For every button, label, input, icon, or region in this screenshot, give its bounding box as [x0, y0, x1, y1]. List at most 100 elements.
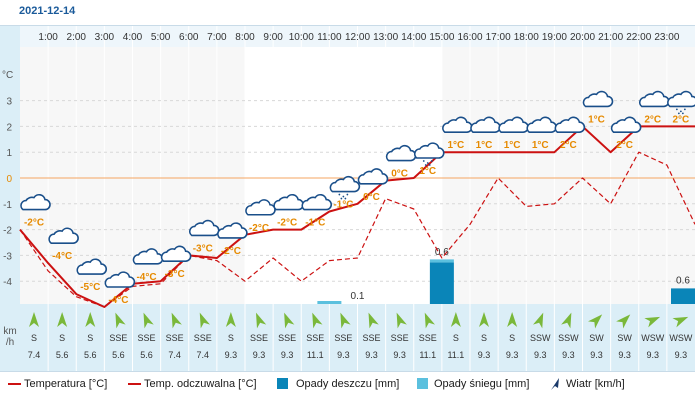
- temp-label: -3°C: [193, 243, 213, 254]
- wind-direction: WSW: [641, 333, 664, 343]
- temp-label: 2°C: [560, 140, 577, 151]
- wind-direction: S: [31, 333, 37, 343]
- wind-arrow-icon: [340, 312, 351, 329]
- legend-snow-swatch: [417, 378, 428, 389]
- hour-label: 15:00: [429, 32, 454, 43]
- temp-label: -4°C: [52, 251, 72, 262]
- wind-speed: 7.4: [28, 350, 41, 360]
- temp-label: 2°C: [672, 114, 689, 125]
- hour-label: 5:00: [151, 32, 171, 43]
- wind-speed: 11.1: [307, 350, 324, 360]
- hour-label: 11:00: [317, 32, 342, 43]
- wind-axis-unit: /h: [6, 337, 14, 348]
- hour-label: 22:00: [626, 32, 651, 43]
- hour-label: 14:00: [401, 32, 426, 43]
- hour-label: 13:00: [373, 32, 398, 43]
- wind-arrow-icon: [57, 312, 68, 327]
- y-tick-label: -1: [3, 200, 12, 211]
- hour-label: 6:00: [179, 32, 199, 43]
- wind-speed: 9.3: [478, 350, 491, 360]
- y-tick-label: 2: [6, 122, 12, 133]
- cloud-icon: [48, 227, 79, 244]
- wind-speed: 9.3: [253, 350, 266, 360]
- chart-legend: Temperatura [°C] Temp. odczuwalna [°C] O…: [0, 372, 695, 396]
- wind-speed: 7.4: [168, 350, 181, 360]
- wind-arrow-icon: [644, 316, 661, 328]
- y-tick-label: -2: [3, 226, 12, 237]
- cloud-icon: [76, 258, 107, 275]
- temp-label: -1°C: [305, 218, 325, 229]
- cloud-icon: [104, 271, 136, 288]
- wind-speed: 7.4: [196, 350, 209, 360]
- wind-speed: 9.3: [675, 350, 688, 360]
- wind-speed: 9.3: [225, 350, 238, 360]
- wind-arrow-icon: [396, 312, 407, 329]
- wind-arrow-icon: [29, 312, 39, 327]
- temp-label: -2°C: [24, 218, 44, 229]
- wind-speed: 9.3: [393, 350, 406, 360]
- wind-speed: 11.1: [419, 350, 436, 360]
- wind-axis-label: km: [3, 326, 16, 337]
- cloud-snow-icon: [667, 90, 695, 115]
- wind-direction: S: [453, 333, 459, 343]
- wind-speed: 5.6: [56, 350, 69, 360]
- legend-rain: Opady deszczu [mm]: [296, 378, 400, 390]
- wind-speed: 9.3: [562, 350, 575, 360]
- left-axis-panel: [0, 26, 20, 371]
- snow-bar: [429, 259, 454, 263]
- wind-arrow-icon: [424, 312, 436, 329]
- temp-label: 1°C: [532, 140, 549, 151]
- wind-speed: 9.3: [337, 350, 350, 360]
- legend-wind: Wiatr [km/h]: [566, 378, 625, 390]
- legend-temperature-swatch: [8, 383, 21, 385]
- wind-direction: SSW: [558, 333, 579, 343]
- wind-direction: SSE: [109, 333, 127, 343]
- cloud-icon: [582, 90, 614, 108]
- temp-label: -5°C: [80, 282, 100, 293]
- temp-label: 1°C: [476, 140, 493, 151]
- cloud-icon: [217, 222, 248, 239]
- legend-feels-like-swatch: [128, 383, 141, 385]
- temp-label: -2°C: [249, 223, 269, 234]
- wind-arrow-icon: [256, 312, 267, 329]
- wind-direction: SSE: [334, 333, 352, 343]
- temp-label: -1°C: [333, 200, 353, 211]
- wind-direction: WSW: [669, 333, 692, 343]
- temp-label: -2°C: [221, 246, 241, 257]
- temp-label: 2°C: [644, 114, 661, 125]
- legend-snow: Opady śniegu [mm]: [434, 378, 530, 390]
- precip-value-label: 0.6: [435, 247, 449, 258]
- wind-arrow-icon: [561, 312, 572, 329]
- weather-chart: 1:00 2:00 3:00 4:00 5:00 6:00 7:00 8:00 9:00 10:0…: [0, 25, 695, 372]
- hour-label: 21:00: [598, 32, 623, 43]
- wind-arrow-icon: [143, 312, 154, 329]
- rain-bar: [671, 288, 695, 304]
- wind-arrow-icon: [284, 312, 295, 329]
- wind-arrow-icon: [507, 312, 518, 327]
- temp-label: 1°C: [447, 140, 464, 151]
- y-tick-label: -4: [3, 277, 12, 288]
- legend-rain-swatch: [277, 378, 288, 389]
- hour-label: 20:00: [570, 32, 595, 43]
- hour-label: 1:00: [38, 32, 58, 43]
- wind-speed: 11.1: [447, 350, 464, 360]
- wind-arrow-icon: [312, 312, 323, 329]
- y-tick-label: 3: [6, 97, 12, 108]
- cloud-icon: [20, 193, 51, 211]
- forecast-date: 2021-12-14: [19, 5, 76, 17]
- wind-arrow-icon: [199, 312, 211, 329]
- wind-direction: SSE: [166, 333, 184, 343]
- temp-label: -3°C: [165, 269, 185, 280]
- wind-speed: 9.3: [281, 350, 294, 360]
- wind-speed: 9.3: [618, 350, 631, 360]
- hour-label: 8:00: [235, 32, 255, 43]
- rain-bar: [429, 262, 454, 304]
- temp-label: 0°C: [363, 192, 380, 203]
- temp-label: -2°C: [277, 218, 297, 229]
- wind-direction: SSE: [250, 333, 268, 343]
- precip-value-label: 0.1: [351, 291, 365, 302]
- wind-arrow-icon: [368, 312, 379, 329]
- wind-direction: SSE: [278, 333, 296, 343]
- wind-direction: SSE: [419, 333, 437, 343]
- wind-speed: 9.3: [646, 350, 659, 360]
